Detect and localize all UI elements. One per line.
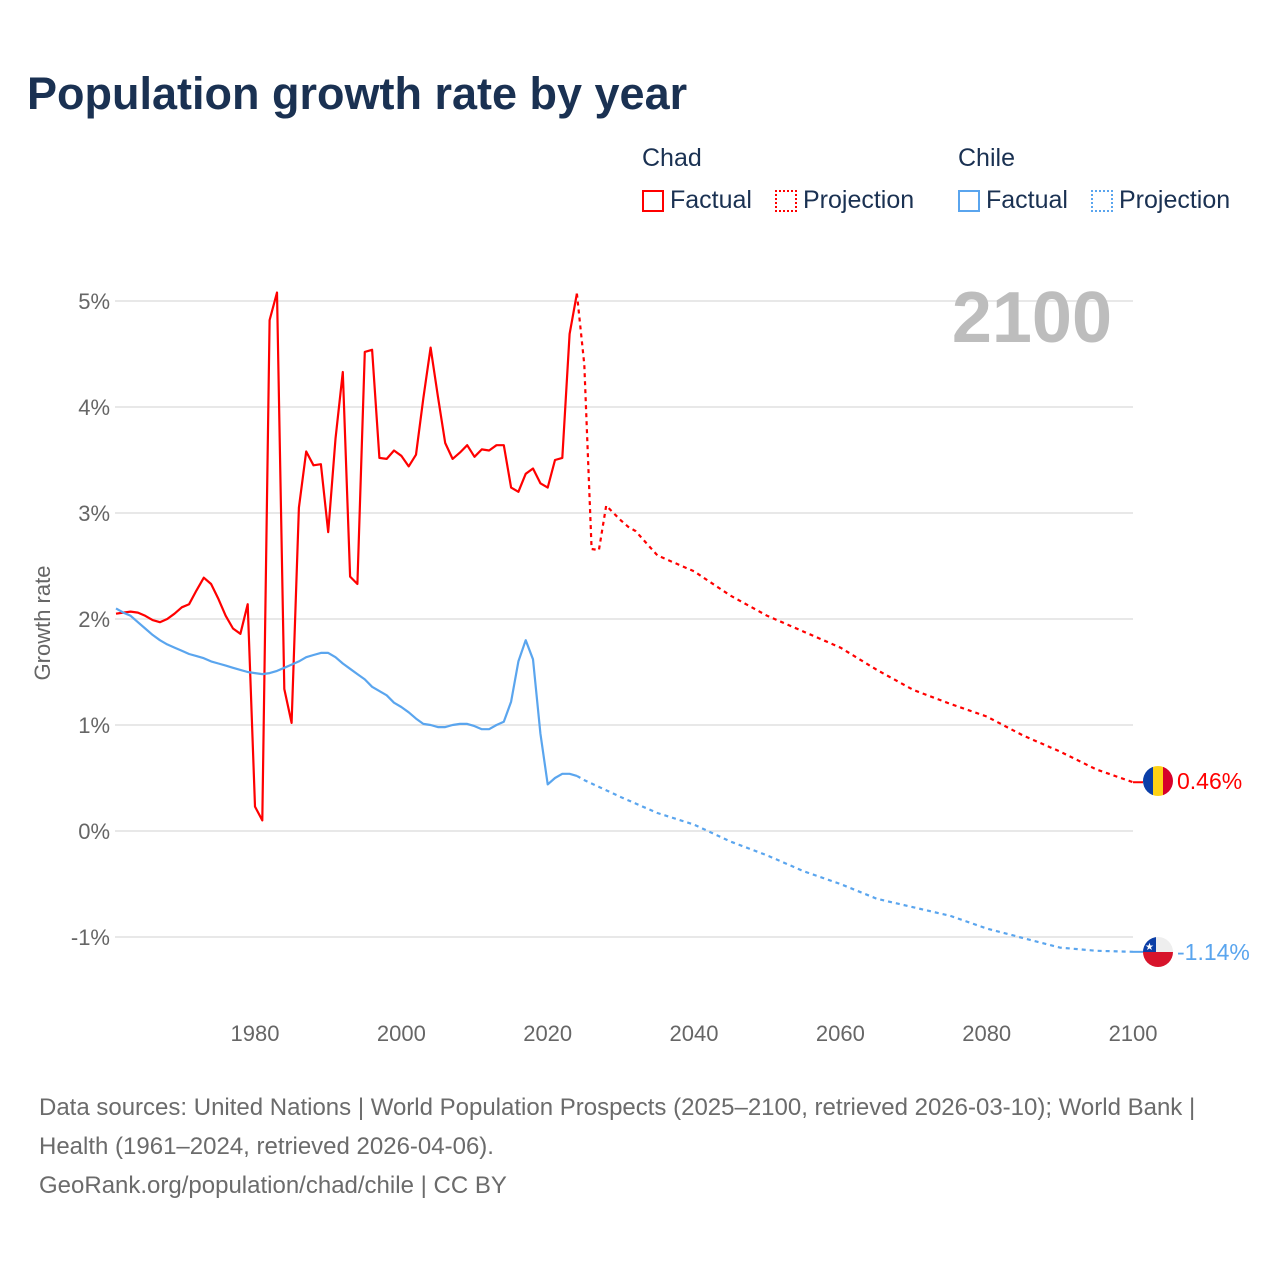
x-tick-label: 2080 <box>962 1021 1011 1046</box>
svg-text:★: ★ <box>1145 942 1154 953</box>
x-tick-label: 2040 <box>670 1021 719 1046</box>
legend-swatch-solid <box>642 189 664 212</box>
legend-chad-factual[interactable]: Factual <box>642 186 752 215</box>
legend-chile-projection[interactable]: Projection <box>1091 186 1230 215</box>
y-tick-label: 2% <box>78 607 110 632</box>
legend-label: Factual <box>670 186 752 214</box>
x-tick-label: 2100 <box>1109 1021 1158 1046</box>
legend-swatch-solid <box>958 189 980 212</box>
chad-factual-line <box>115 291 578 822</box>
legend-group-chad: Chad <box>642 144 702 172</box>
legend-chile-factual[interactable]: Factual <box>958 186 1068 215</box>
x-tick-label: 1980 <box>231 1021 280 1046</box>
y-tick-label: 0% <box>78 819 110 844</box>
year-label: 2100 <box>952 278 1112 358</box>
footer: Data sources: United Nations | World Pop… <box>39 1088 1239 1205</box>
y-tick-label: 5% <box>78 289 110 314</box>
y-axis-label: Growth rate <box>30 566 55 681</box>
y-tick-label: 1% <box>78 713 110 738</box>
chile-flag-icon: ★ <box>1143 937 1173 967</box>
chad-flag-icon <box>1143 766 1173 796</box>
legend-chad-projection[interactable]: Projection <box>775 186 914 215</box>
x-tick-label: 2020 <box>523 1021 572 1046</box>
chad-projection-line <box>575 293 1134 784</box>
legend-label: Projection <box>803 186 915 214</box>
legend-swatch-dotted <box>775 189 797 212</box>
chile-projection-line <box>576 774 1134 953</box>
legend-label: Projection <box>1119 186 1231 214</box>
legend-label: Factual <box>986 186 1068 214</box>
data-sources: Data sources: United Nations | World Pop… <box>39 1094 1196 1160</box>
chile-factual-line <box>115 607 578 786</box>
x-tick-label: 2060 <box>816 1021 865 1046</box>
y-tick-label: -1% <box>71 925 110 950</box>
y-tick-label: 3% <box>78 501 110 526</box>
y-tick-label: 4% <box>78 395 110 420</box>
end-label-chile: -1.14% <box>1177 939 1250 965</box>
legend-swatch-dotted <box>1091 189 1113 212</box>
credit-link[interactable]: GeoRank.org/population/chad/chile | CC B… <box>39 1172 507 1199</box>
legend-group-chile: Chile <box>958 144 1015 172</box>
x-tick-label: 2000 <box>377 1021 426 1046</box>
chart-title: Population growth rate by year <box>27 68 688 119</box>
end-label-chad: 0.46% <box>1177 768 1242 794</box>
